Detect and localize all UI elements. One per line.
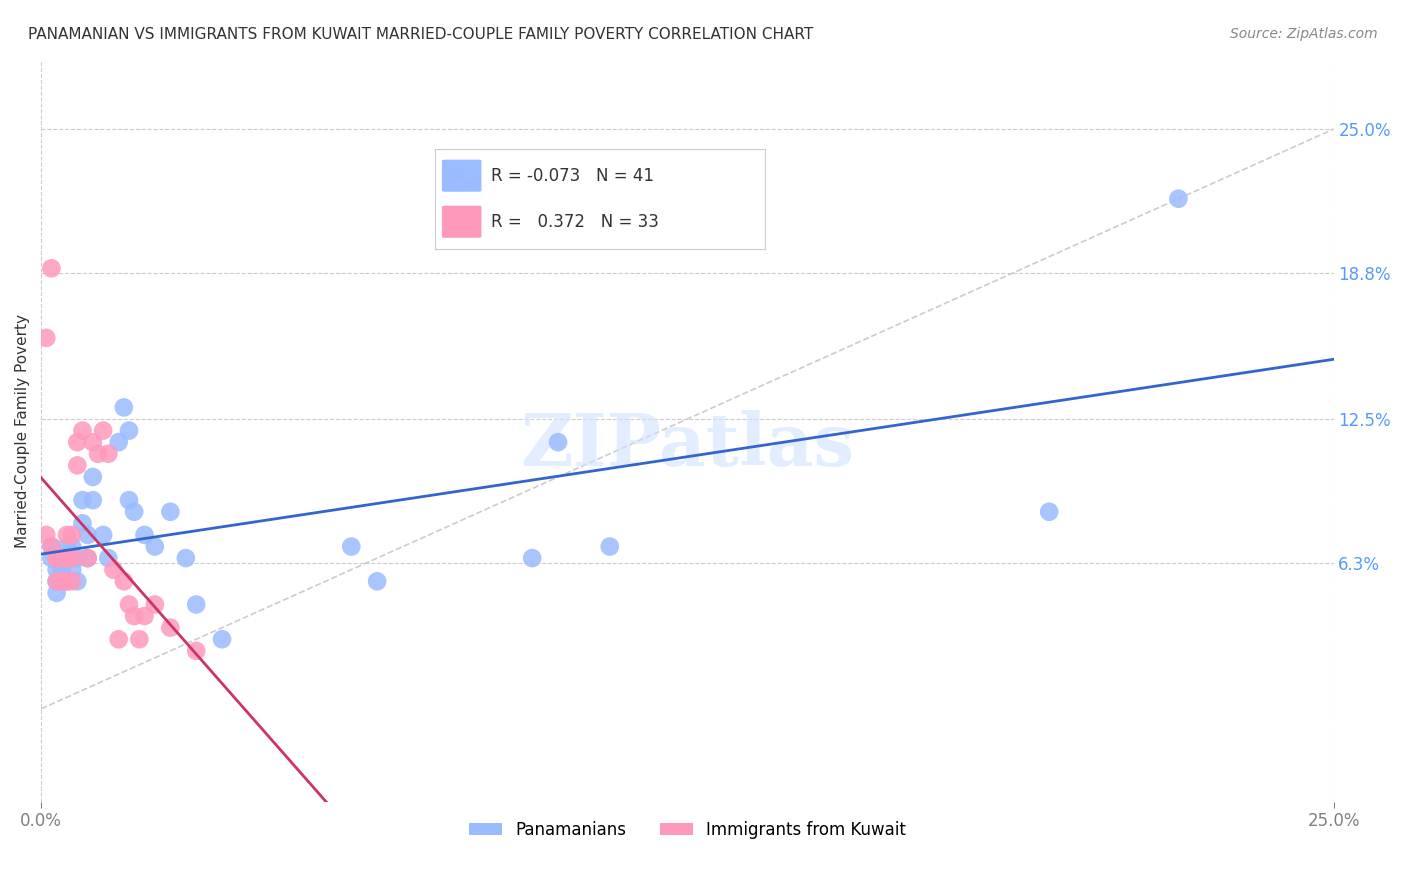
Point <box>45 574 67 589</box>
Point <box>60 551 83 566</box>
Point <box>159 505 181 519</box>
Point <box>118 598 141 612</box>
Point <box>211 632 233 647</box>
Point <box>547 435 569 450</box>
Point <box>72 424 94 438</box>
Point <box>599 540 621 554</box>
Point <box>91 424 114 438</box>
Point <box>134 528 156 542</box>
Point <box>103 563 125 577</box>
Point <box>45 586 67 600</box>
Point <box>76 551 98 566</box>
Text: Source: ZipAtlas.com: Source: ZipAtlas.com <box>1230 27 1378 41</box>
Point <box>45 563 67 577</box>
Point <box>122 609 145 624</box>
Point <box>134 609 156 624</box>
Point <box>522 551 544 566</box>
Point <box>35 528 58 542</box>
Point <box>107 435 129 450</box>
Point <box>51 574 73 589</box>
Point <box>112 401 135 415</box>
Point <box>186 644 208 658</box>
Text: ZIPatlas: ZIPatlas <box>520 410 855 481</box>
Point <box>60 540 83 554</box>
Point <box>56 551 79 566</box>
Point <box>366 574 388 589</box>
Point <box>112 574 135 589</box>
Point <box>56 574 79 589</box>
Point <box>35 331 58 345</box>
Point <box>51 551 73 566</box>
Point <box>122 505 145 519</box>
Text: PANAMANIAN VS IMMIGRANTS FROM KUWAIT MARRIED-COUPLE FAMILY POVERTY CORRELATION C: PANAMANIAN VS IMMIGRANTS FROM KUWAIT MAR… <box>28 27 813 42</box>
Point <box>82 435 104 450</box>
Legend: Panamanians, Immigrants from Kuwait: Panamanians, Immigrants from Kuwait <box>463 814 912 846</box>
Point <box>56 540 79 554</box>
Point <box>118 493 141 508</box>
Point <box>107 632 129 647</box>
Point <box>66 435 89 450</box>
Point <box>174 551 197 566</box>
Point <box>1167 192 1189 206</box>
Point <box>60 574 83 589</box>
Point <box>60 528 83 542</box>
Point <box>128 632 150 647</box>
Point <box>66 574 89 589</box>
Point <box>41 540 63 554</box>
Point <box>41 540 63 554</box>
Point <box>66 551 89 566</box>
Point <box>143 540 166 554</box>
Point <box>159 621 181 635</box>
Point <box>340 540 363 554</box>
Point <box>97 551 120 566</box>
Point <box>76 551 98 566</box>
Point <box>60 563 83 577</box>
Point <box>87 447 110 461</box>
Point <box>66 458 89 473</box>
Point <box>45 574 67 589</box>
Point <box>51 574 73 589</box>
Point <box>118 424 141 438</box>
Point <box>51 551 73 566</box>
Point <box>45 551 67 566</box>
Point <box>72 493 94 508</box>
Point <box>72 516 94 531</box>
Point <box>76 528 98 542</box>
Point <box>91 528 114 542</box>
Point <box>56 528 79 542</box>
Point <box>186 598 208 612</box>
Point <box>56 551 79 566</box>
Point <box>1038 505 1060 519</box>
Point <box>41 261 63 276</box>
Point <box>56 574 79 589</box>
Point <box>41 551 63 566</box>
Point <box>82 493 104 508</box>
Point <box>97 447 120 461</box>
Point <box>82 470 104 484</box>
Y-axis label: Married-Couple Family Poverty: Married-Couple Family Poverty <box>15 314 30 548</box>
Point <box>51 563 73 577</box>
Point <box>143 598 166 612</box>
Point <box>45 551 67 566</box>
